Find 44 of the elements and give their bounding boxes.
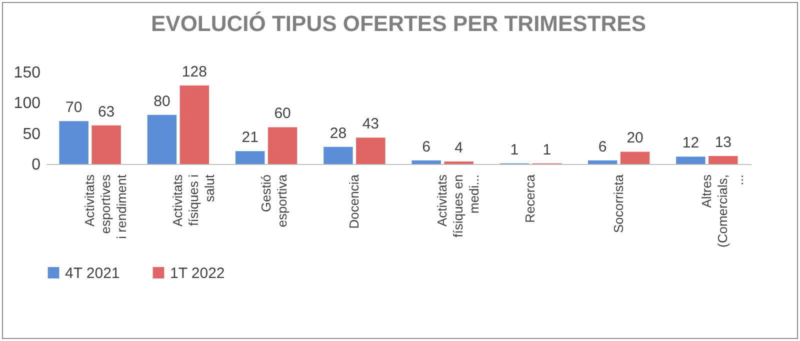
bar [708, 156, 738, 164]
x-tick-label: Socorrista [610, 174, 626, 234]
data-label: 6 [598, 138, 607, 156]
x-tick-label: Activitats físiques en medi... [434, 174, 482, 238]
data-label: 12 [682, 134, 700, 152]
bar [235, 151, 265, 164]
bar [268, 127, 298, 164]
bar [92, 125, 121, 164]
bar [620, 152, 650, 164]
data-label: 43 [362, 116, 380, 133]
bar [180, 85, 210, 164]
data-label: 4 [454, 140, 463, 157]
y-tick-label: 50 [22, 126, 41, 143]
data-label: 60 [274, 105, 291, 122]
bar [356, 138, 386, 164]
x-tick-label: Gestió esportiva [258, 174, 290, 228]
data-label: 6 [422, 138, 430, 156]
data-label: 1 [510, 141, 519, 158]
legend-label: 1T 2022 [170, 264, 225, 282]
bar [676, 156, 706, 164]
x-tick-label: Activitats esportives i rendiment [82, 174, 130, 239]
y-tick-label: 0 [32, 156, 41, 174]
data-label: 1 [542, 141, 552, 158]
data-label: 70 [65, 99, 82, 116]
x-tick-label: Activitats físiques i salut [170, 174, 218, 227]
bar [147, 114, 177, 164]
data-label: 20 [626, 130, 644, 147]
y-tick-label: 100 [14, 95, 41, 112]
data-label: 63 [98, 103, 115, 120]
x-tick-label: Recerca [522, 174, 538, 223]
legend-label: 4T 2021 [65, 264, 120, 282]
data-label: 28 [330, 124, 347, 142]
x-tick-label: Altres (Comercials, ... [698, 174, 746, 248]
chart-title: EVOLUCIÓ TIPUS OFERTES PER TRIMESTRES [150, 11, 646, 36]
bar [324, 146, 353, 164]
bar [59, 121, 88, 164]
data-label: 21 [242, 129, 258, 146]
y-tick-label: 150 [14, 64, 41, 82]
bar [588, 160, 618, 164]
data-label: 128 [182, 63, 207, 80]
data-label: 80 [154, 92, 170, 110]
data-label: 13 [714, 134, 732, 152]
x-tick-label: Docencia [346, 174, 362, 229]
bar [412, 160, 441, 164]
